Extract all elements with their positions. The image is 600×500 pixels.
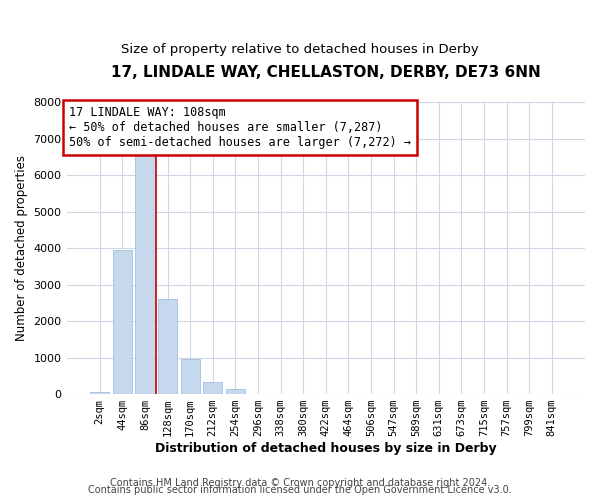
Bar xyxy=(136,155,155,394)
Title: 17, LINDALE WAY, CHELLASTON, DERBY, DE73 6NN: 17, LINDALE WAY, CHELLASTON, DERBY, DE73… xyxy=(111,65,541,80)
Bar xyxy=(181,360,200,394)
Text: Contains public sector information licensed under the Open Government Licence v3: Contains public sector information licen… xyxy=(88,485,512,495)
Bar xyxy=(226,390,245,394)
Bar xyxy=(158,299,177,394)
Text: Contains HM Land Registry data © Crown copyright and database right 2024.: Contains HM Land Registry data © Crown c… xyxy=(110,478,490,488)
X-axis label: Distribution of detached houses by size in Derby: Distribution of detached houses by size … xyxy=(155,442,497,455)
Y-axis label: Number of detached properties: Number of detached properties xyxy=(15,155,28,341)
Bar xyxy=(203,382,223,394)
Text: Size of property relative to detached houses in Derby: Size of property relative to detached ho… xyxy=(121,42,479,56)
Text: 17 LINDALE WAY: 108sqm
← 50% of detached houses are smaller (7,287)
50% of semi-: 17 LINDALE WAY: 108sqm ← 50% of detached… xyxy=(69,106,411,150)
Bar xyxy=(113,250,132,394)
Bar xyxy=(90,392,109,394)
